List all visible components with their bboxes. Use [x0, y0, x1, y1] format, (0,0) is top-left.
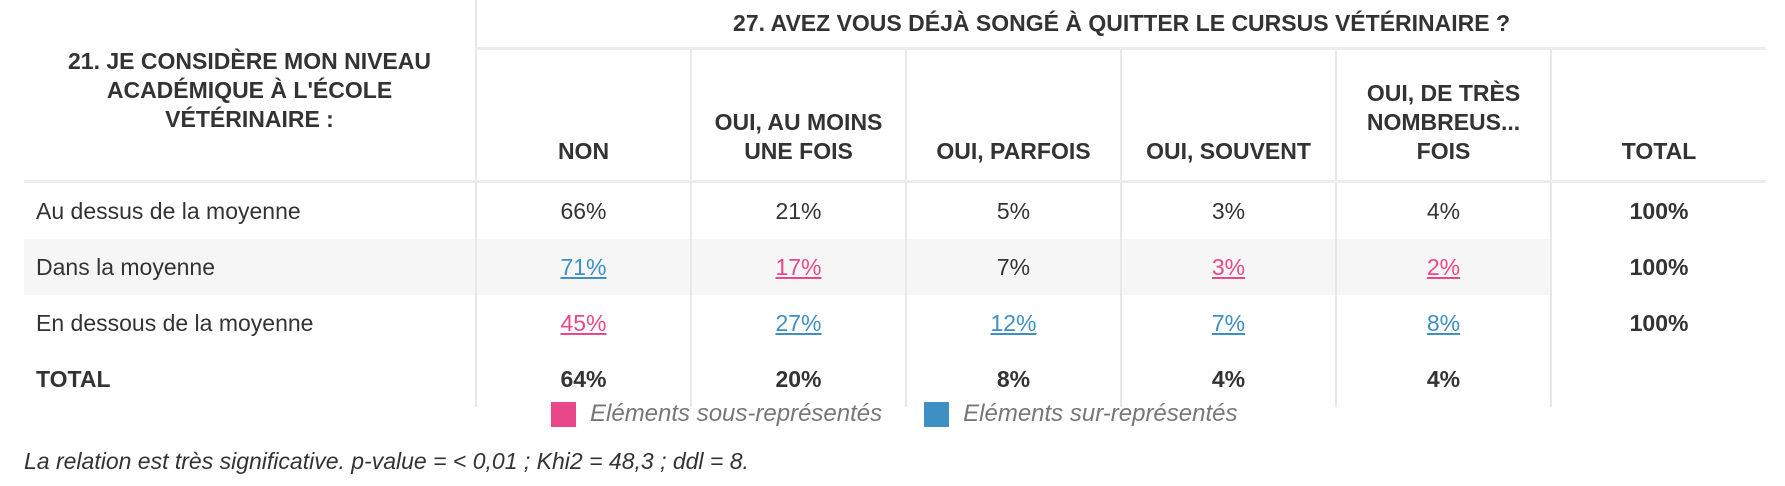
- crosstab-body: Au dessus de la moyenne 66% 21% 5% 3% 4%…: [24, 182, 1766, 408]
- cell: 7%: [906, 239, 1121, 295]
- cell-over-represented[interactable]: 71%: [476, 239, 691, 295]
- col-header-non: NON: [476, 49, 691, 182]
- table-row: Au dessus de la moyenne 66% 21% 5% 3% 4%…: [24, 182, 1766, 240]
- cell-under-represented[interactable]: 17%: [691, 239, 906, 295]
- cell-under-represented[interactable]: 3%: [1121, 239, 1336, 295]
- legend: Eléments sous-représentés Eléments sur-r…: [551, 397, 1280, 431]
- under-represented-swatch-icon: [551, 402, 576, 427]
- cell: 100%: [1551, 182, 1766, 240]
- cell-over-represented[interactable]: 12%: [906, 295, 1121, 351]
- row-label: Au dessus de la moyenne: [24, 182, 476, 240]
- cell: 4%: [1336, 351, 1551, 407]
- cell: [1551, 351, 1766, 407]
- total-row-label: TOTAL: [24, 351, 476, 407]
- table-row: Dans la moyenne 71% 17% 7% 3% 2% 100%: [24, 239, 1766, 295]
- column-variable-title: 27. AVEZ VOUS DÉJÀ SONGÉ À QUITTER LE CU…: [476, 0, 1766, 49]
- cell-over-represented[interactable]: 8%: [1336, 295, 1551, 351]
- row-label: En dessous de la moyenne: [24, 295, 476, 351]
- col-header-total: TOTAL: [1551, 49, 1766, 182]
- cell: 100%: [1551, 295, 1766, 351]
- cell-under-represented[interactable]: 2%: [1336, 239, 1551, 295]
- table-row: En dessous de la moyenne 45% 27% 12% 7% …: [24, 295, 1766, 351]
- significance-note: La relation est très significative. p-va…: [24, 448, 749, 475]
- column-variable-row: 21. JE CONSIDÈRE MON NIVEAU ACADÉMIQUE À…: [24, 0, 1766, 49]
- row-label: Dans la moyenne: [24, 239, 476, 295]
- cell-over-represented[interactable]: 27%: [691, 295, 906, 351]
- col-header-oui-tres-nombreuses-fois: OUI, DE TRÈS NOMBREUS... FOIS: [1336, 49, 1551, 182]
- over-represented-swatch-icon: [924, 402, 949, 427]
- cell: 5%: [906, 182, 1121, 240]
- cell-under-represented[interactable]: 45%: [476, 295, 691, 351]
- col-header-oui-souvent: OUI, SOUVENT: [1121, 49, 1336, 182]
- cell-over-represented[interactable]: 7%: [1121, 295, 1336, 351]
- cell: 4%: [1336, 182, 1551, 240]
- cell: 100%: [1551, 239, 1766, 295]
- row-variable-title: 21. JE CONSIDÈRE MON NIVEAU ACADÉMIQUE À…: [24, 0, 476, 182]
- legend-item-under: Eléments sous-représentés: [551, 400, 882, 428]
- col-header-oui-au-moins-une-fois: OUI, AU MOINS UNE FOIS: [691, 49, 906, 182]
- cell: 21%: [691, 182, 906, 240]
- crosstab-container: 21. JE CONSIDÈRE MON NIVEAU ACADÉMIQUE À…: [24, 0, 1764, 407]
- col-header-oui-parfois: OUI, PARFOIS: [906, 49, 1121, 182]
- legend-item-over: Eléments sur-représentés: [924, 400, 1237, 428]
- cell: 3%: [1121, 182, 1336, 240]
- crosstab-table: 21. JE CONSIDÈRE MON NIVEAU ACADÉMIQUE À…: [24, 0, 1766, 407]
- legend-under-label: Eléments sous-représentés: [590, 400, 882, 428]
- cell: 66%: [476, 182, 691, 240]
- legend-over-label: Eléments sur-représentés: [963, 400, 1237, 428]
